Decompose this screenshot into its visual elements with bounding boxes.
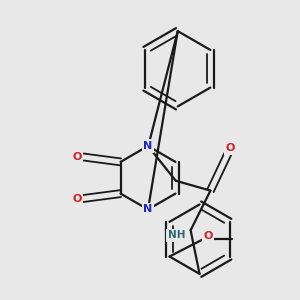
Text: O: O: [72, 194, 82, 203]
Text: N: N: [143, 141, 153, 151]
Text: N: N: [143, 204, 153, 214]
Text: O: O: [72, 152, 82, 162]
Text: O: O: [226, 143, 235, 153]
Text: NH: NH: [168, 230, 185, 240]
Text: O: O: [203, 231, 213, 241]
